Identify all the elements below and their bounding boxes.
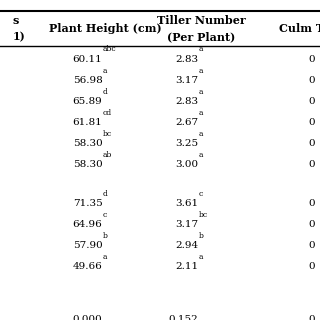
Text: d: d [103,88,108,96]
Text: a: a [199,45,204,53]
Text: 71.35: 71.35 [73,199,102,208]
Text: 0: 0 [309,316,316,320]
Text: Plant Height (cm): Plant Height (cm) [49,23,162,34]
Text: 2.83: 2.83 [175,97,198,106]
Text: c: c [103,211,107,219]
Text: (Per Plant): (Per Plant) [167,31,236,42]
Text: 0: 0 [309,118,316,127]
Text: a: a [199,88,204,96]
Text: 0: 0 [309,241,316,250]
Text: a: a [103,253,108,261]
Text: 0: 0 [309,220,316,229]
Text: cd: cd [103,109,112,117]
Text: 0: 0 [309,199,316,208]
Text: 0: 0 [309,55,316,64]
Text: b: b [103,232,108,240]
Text: 1): 1) [13,31,26,42]
Text: 3.17: 3.17 [175,76,198,85]
Text: 3.17: 3.17 [175,220,198,229]
Text: a: a [199,151,204,159]
Text: 0: 0 [309,160,316,169]
Text: c: c [199,190,203,198]
Text: 56.98: 56.98 [73,76,102,85]
Text: d: d [103,190,108,198]
Text: 0: 0 [309,262,316,271]
Text: a: a [199,67,204,75]
Text: 2.11: 2.11 [175,262,198,271]
Text: 2.83: 2.83 [175,55,198,64]
Text: Tiller Number: Tiller Number [157,15,246,26]
Text: s: s [13,15,19,26]
Text: 64.96: 64.96 [73,220,102,229]
Text: a: a [199,109,204,117]
Text: 57.90: 57.90 [73,241,102,250]
Text: abc: abc [103,45,117,53]
Text: 2.67: 2.67 [175,118,198,127]
Text: 0.152: 0.152 [169,316,198,320]
Text: 3.61: 3.61 [175,199,198,208]
Text: 0: 0 [309,139,316,148]
Text: 61.81: 61.81 [73,118,102,127]
Text: bc: bc [103,130,112,138]
Text: 3.00: 3.00 [175,160,198,169]
Text: 65.89: 65.89 [73,97,102,106]
Text: 2.94: 2.94 [175,241,198,250]
Text: 3.25: 3.25 [175,139,198,148]
Text: 49.66: 49.66 [73,262,102,271]
Text: b: b [199,232,204,240]
Text: a: a [103,67,108,75]
Text: 58.30: 58.30 [73,139,102,148]
Text: 0: 0 [309,97,316,106]
Text: 0: 0 [309,76,316,85]
Text: 58.30: 58.30 [73,160,102,169]
Text: bc: bc [199,211,208,219]
Text: 60.11: 60.11 [73,55,102,64]
Text: a: a [199,130,204,138]
Text: 0.000: 0.000 [73,316,102,320]
Text: Culm Th: Culm Th [279,23,320,34]
Text: a: a [199,253,204,261]
Text: ab: ab [103,151,112,159]
